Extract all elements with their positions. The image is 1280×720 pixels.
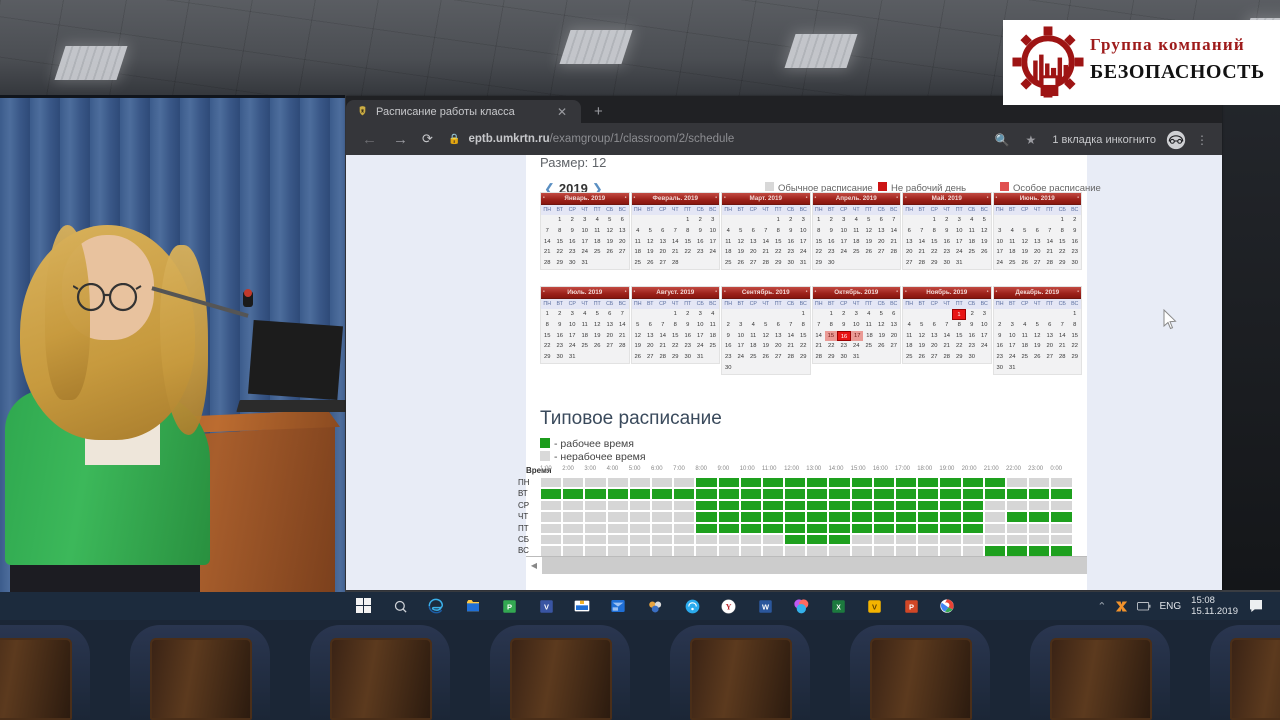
svg-text:V: V [871,602,876,611]
svg-text:Y: Y [725,602,731,611]
svg-text:V: V [543,602,548,611]
svg-text:P: P [506,602,511,611]
svg-text:W: W [761,602,769,611]
svg-text:X: X [836,604,841,611]
svg-text:P: P [908,602,913,611]
